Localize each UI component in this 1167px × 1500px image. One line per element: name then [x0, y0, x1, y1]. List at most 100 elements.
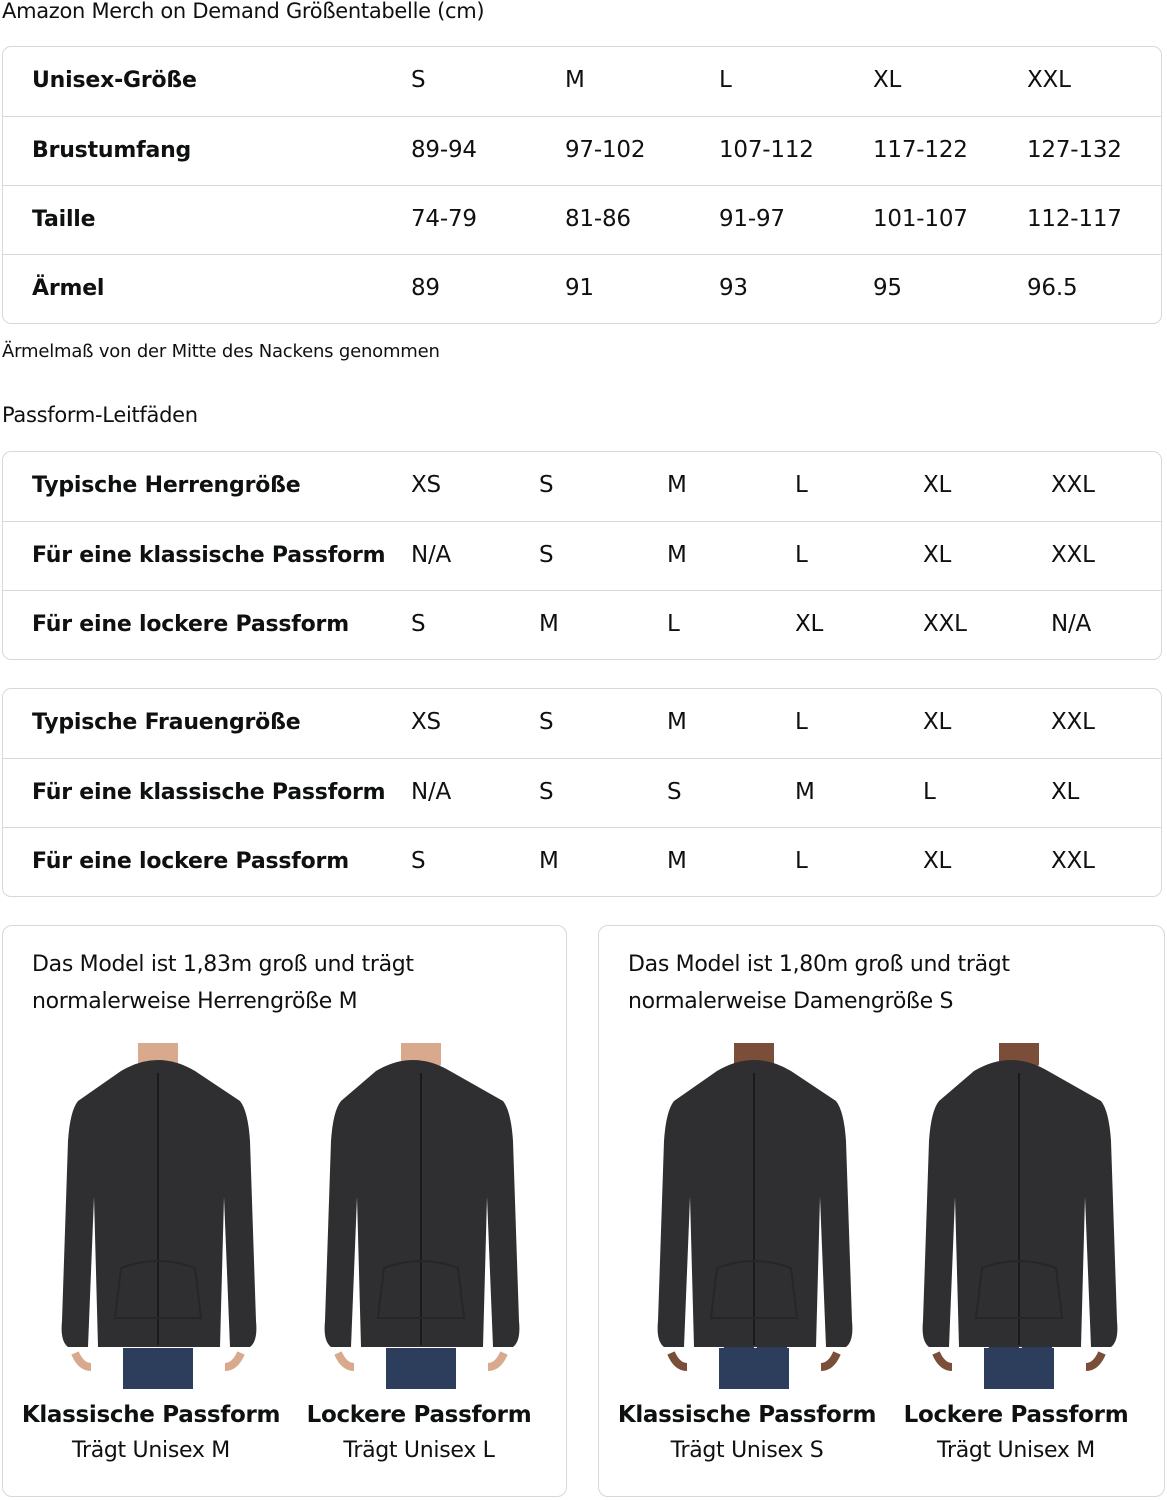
size-table: Unisex-Größe S M L XL XXL Brustumfang 89-94 97-1…	[2, 46, 1162, 324]
table-cell: M	[667, 472, 687, 498]
table-cell: 107-112	[719, 137, 814, 163]
row-label: Für eine lockere Passform	[32, 612, 349, 637]
women-fit-table: Typische Frauengröße XS S M L XL XXL Für eine k…	[2, 688, 1162, 897]
table-row: Ärmel 89 91 93 95 96.5	[3, 254, 1161, 323]
table-row: Taille 74-79 81-86 91-97 101-107 112-117	[3, 185, 1161, 254]
row-label: Für eine klassische Passform	[32, 780, 386, 805]
table-cell: L	[795, 848, 808, 874]
table-cell: M	[667, 709, 687, 735]
table-cell: S	[411, 611, 426, 637]
model-photo-relaxed	[904, 1043, 1134, 1389]
fit-label-classic: Klassische Passform Trägt Unisex S	[612, 1402, 882, 1463]
model-photo-classic	[639, 1043, 869, 1389]
table-cell: XXL	[1027, 67, 1071, 93]
fit-label-relaxed: Lockere Passform Trägt Unisex L	[284, 1402, 554, 1463]
fit-size: Trägt Unisex S	[670, 1438, 824, 1463]
row-label: Typische Frauengröße	[32, 710, 301, 735]
fit-title: Klassische Passform	[617, 1402, 877, 1428]
table-cell: M	[667, 542, 687, 568]
fit-label-classic: Klassische Passform Trägt Unisex M	[16, 1402, 286, 1463]
table-cell: 95	[873, 275, 902, 301]
table-cell: XL	[923, 542, 952, 568]
row-label: Typische Herrengröße	[32, 473, 301, 498]
fit-guides-title: Passform-Leitfäden	[2, 403, 198, 427]
fit-label-relaxed: Lockere Passform Trägt Unisex M	[881, 1402, 1151, 1463]
table-cell: M	[795, 779, 815, 805]
chart-title: Amazon Merch on Demand Größentabelle (cm…	[2, 0, 485, 23]
table-cell: 117-122	[873, 137, 968, 163]
table-cell: XXL	[1051, 542, 1095, 568]
table-row: Typische Frauengröße XS S M L XL XXL	[3, 689, 1161, 758]
table-cell: 74-79	[411, 206, 477, 232]
table-row: Für eine klassische Passform N/A S M L XL XXL	[3, 521, 1161, 590]
table-row: Für eine lockere Passform S M L XL XXL N/A	[3, 590, 1161, 659]
model-photo-classic	[43, 1043, 273, 1389]
fit-size: Trägt Unisex M	[72, 1438, 230, 1463]
row-label: Taille	[32, 207, 96, 232]
table-cell: 101-107	[873, 206, 968, 232]
table-cell: S	[667, 779, 682, 805]
table-cell: L	[795, 709, 808, 735]
table-cell: M	[667, 848, 687, 874]
hoodie-model-icon	[922, 1043, 1118, 1389]
row-label: Für eine lockere Passform	[32, 849, 349, 874]
table-cell: XXL	[1051, 848, 1095, 874]
table-cell: 91-97	[719, 206, 785, 232]
row-label: Ärmel	[32, 276, 105, 301]
table-cell: XXL	[1051, 709, 1095, 735]
table-cell: 89	[411, 275, 440, 301]
table-cell: M	[565, 67, 585, 93]
hoodie-model-icon	[61, 1043, 257, 1389]
model-info-line2: normalerweise Damengröße S	[628, 989, 954, 1014]
table-cell: XS	[411, 709, 441, 735]
table-cell: 89-94	[411, 137, 477, 163]
table-cell: M	[539, 848, 559, 874]
table-cell: N/A	[1051, 611, 1092, 637]
row-label: Brustumfang	[32, 138, 192, 163]
table-row: Brustumfang 89-94 97-102 107-112 117-122 127-…	[3, 116, 1161, 185]
table-cell: S	[411, 848, 426, 874]
table-cell: 93	[719, 275, 748, 301]
model-info-line1: Das Model ist 1,83m groß und trägt	[32, 952, 414, 977]
table-cell: L	[795, 472, 808, 498]
table-cell: XL	[795, 611, 824, 637]
table-cell: S	[539, 472, 554, 498]
table-cell: S	[411, 67, 426, 93]
men-fit-table: Typische Herrengröße XS S M L XL XXL Für eine k…	[2, 451, 1162, 660]
fit-title: Lockere Passform	[903, 1402, 1129, 1428]
table-cell: S	[539, 709, 554, 735]
table-cell: XL	[1051, 779, 1080, 805]
row-label: Für eine klassische Passform	[32, 543, 386, 568]
fit-title: Lockere Passform	[306, 1402, 532, 1428]
row-label: Unisex-Größe	[32, 68, 197, 93]
table-cell: L	[719, 67, 732, 93]
table-cell: L	[667, 611, 680, 637]
table-cell: 96.5	[1027, 275, 1078, 301]
table-row: Für eine klassische Passform N/A S S M L XL	[3, 758, 1161, 827]
table-cell: XL	[873, 67, 902, 93]
table-cell: XL	[923, 709, 952, 735]
model-info-line1: Das Model ist 1,80m groß und trägt	[628, 952, 1010, 977]
table-cell: M	[539, 611, 559, 637]
table-cell: 127-132	[1027, 137, 1122, 163]
table-cell: XXL	[923, 611, 967, 637]
table-cell: XS	[411, 472, 441, 498]
table-row: Für eine lockere Passform S M M L XL XXL	[3, 827, 1161, 896]
fit-size: Trägt Unisex L	[343, 1438, 495, 1463]
table-cell: N/A	[411, 542, 452, 568]
model-info-line2: normalerweise Herrengröße M	[32, 989, 358, 1014]
table-cell: S	[539, 542, 554, 568]
fit-size: Trägt Unisex M	[937, 1438, 1095, 1463]
table-cell: L	[923, 779, 936, 805]
hoodie-model-icon	[657, 1043, 853, 1389]
sleeve-note: Ärmelmaß von der Mitte des Nackens genom…	[2, 341, 440, 362]
model-card-women: Das Model ist 1,80m groß und trägt norma…	[598, 925, 1165, 1497]
model-photo-relaxed	[306, 1043, 536, 1389]
table-cell: 97-102	[565, 137, 646, 163]
table-cell: 81-86	[565, 206, 631, 232]
table-cell: L	[795, 542, 808, 568]
table-cell: N/A	[411, 779, 452, 805]
table-cell: XL	[923, 472, 952, 498]
table-row: Unisex-Größe S M L XL XXL	[3, 47, 1161, 116]
table-cell: XXL	[1051, 472, 1095, 498]
